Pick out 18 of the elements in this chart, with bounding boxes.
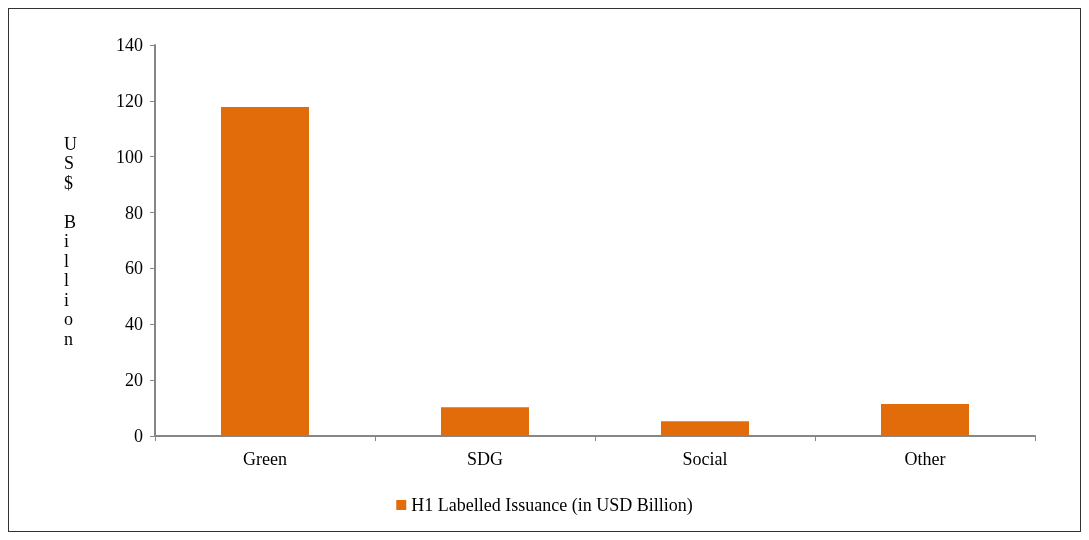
bar: [881, 403, 969, 436]
x-tick-label: Green: [243, 449, 287, 469]
x-tick-label: SDG: [466, 449, 504, 469]
bar: [221, 107, 309, 436]
y-tick-label: 100: [116, 146, 143, 167]
y-tick-label: 120: [116, 90, 143, 111]
x-tick-label: Social: [682, 449, 728, 469]
y-tick-label: 40: [125, 314, 143, 335]
y-tick-label: 140: [116, 35, 143, 55]
y-tick-label: 60: [125, 258, 143, 279]
text: US$ Billion: [64, 133, 77, 349]
bar: [441, 407, 529, 436]
y-tick-label: 80: [125, 202, 143, 223]
bar: [661, 421, 749, 436]
legend-label: H1 Labelled Issuance (in USD Billion): [411, 495, 693, 516]
x-tick-label: Other: [904, 449, 946, 469]
y-tick-label: 20: [125, 370, 143, 391]
y-tick-label: 0: [134, 426, 143, 446]
